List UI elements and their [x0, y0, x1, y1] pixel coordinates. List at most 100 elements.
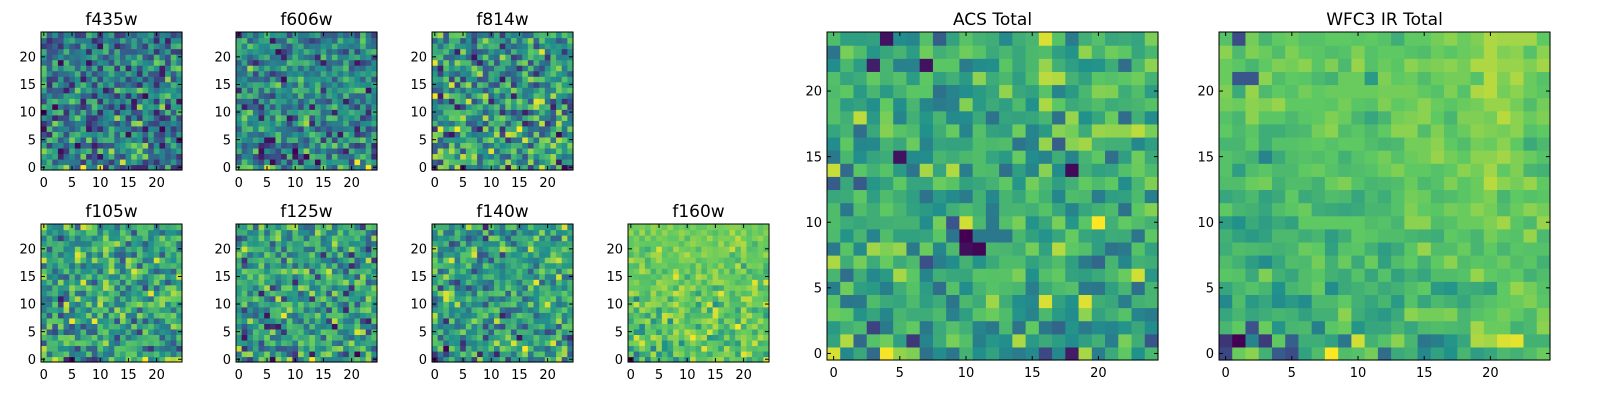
heatmap-cell — [69, 312, 76, 319]
heatmap-cell — [527, 229, 535, 236]
heatmap-cell — [550, 70, 557, 77]
heatmap-cell — [539, 224, 546, 231]
heatmap-cell — [690, 356, 697, 363]
heatmap-cell — [488, 131, 495, 138]
heatmap-cell — [556, 147, 563, 155]
heatmap-cell — [57, 109, 65, 116]
heatmap-cell — [477, 153, 484, 160]
heatmap-cell — [482, 268, 489, 275]
heatmap-cell — [136, 120, 144, 127]
heatmap-cell — [57, 356, 65, 363]
heatmap-cell — [443, 229, 450, 236]
heatmap-cell — [516, 158, 523, 166]
heatmap-cell — [999, 268, 1013, 282]
heatmap-cell — [712, 268, 719, 275]
heatmap-cell — [165, 246, 172, 253]
heatmap-cell — [690, 301, 697, 308]
heatmap-cell — [460, 136, 467, 143]
heatmap-cell — [264, 279, 271, 286]
heatmap-cell — [505, 136, 512, 143]
heatmap-cell — [516, 345, 523, 352]
heatmap-cell — [1131, 320, 1146, 335]
heatmap-cell — [314, 37, 322, 44]
heatmap-cell — [510, 92, 518, 99]
heatmap-cell — [561, 158, 568, 166]
heatmap-cell — [247, 120, 254, 127]
heatmap-cell — [1052, 202, 1066, 217]
heatmap-cells — [432, 224, 574, 363]
x-tick-label: 20 — [343, 176, 360, 191]
heatmap-cell — [91, 136, 98, 143]
heatmap-cell — [286, 81, 293, 88]
heatmap-cell — [314, 109, 322, 116]
heatmap-cell — [303, 131, 310, 138]
heatmap-cell — [159, 43, 166, 50]
y-tick-label: 5 — [223, 133, 231, 148]
heatmap-cell — [343, 54, 350, 61]
heatmap-cell — [443, 87, 450, 94]
heatmap-cell — [972, 176, 987, 191]
heatmap-cell — [292, 43, 299, 50]
heatmap-cell — [840, 333, 855, 348]
heatmap-cell — [505, 290, 512, 297]
heatmap-cell — [550, 153, 557, 160]
heatmap-cell — [533, 323, 540, 330]
heatmap-cell — [516, 131, 523, 138]
heatmap-cell — [292, 317, 299, 324]
heatmap-cell — [153, 109, 161, 116]
heatmap-cell — [309, 328, 316, 335]
heatmap-cell — [314, 153, 322, 160]
heatmap-cell — [488, 109, 495, 116]
heatmap-cell — [729, 334, 736, 341]
heatmap-cell — [119, 339, 127, 347]
heatmap-cell — [365, 257, 372, 264]
heatmap-cell — [354, 142, 361, 149]
heatmap-cell — [505, 317, 512, 324]
heatmap-cell — [499, 103, 506, 110]
heatmap-cell — [494, 328, 501, 335]
heatmap-cell — [539, 59, 546, 66]
heatmap-cell — [999, 241, 1013, 256]
heatmap-cell — [114, 131, 121, 138]
heatmap-cell — [348, 251, 356, 258]
heatmap-cell — [170, 284, 177, 291]
heatmap-cell — [131, 70, 138, 77]
heatmap-cell — [108, 262, 115, 269]
heatmap-cell — [494, 240, 501, 247]
heatmap-cell — [247, 257, 254, 264]
heatmap-cell — [757, 229, 764, 236]
heatmap-cell — [919, 268, 934, 282]
heatmap-cell — [499, 339, 506, 347]
heatmap-cell — [644, 224, 652, 231]
heatmap-cell — [286, 164, 293, 171]
heatmap-cell — [86, 312, 93, 319]
heatmap-cell — [103, 120, 110, 127]
heatmap-cell — [142, 59, 149, 66]
heatmap-cell — [723, 257, 731, 264]
heatmap-cell — [80, 224, 87, 231]
heatmap-cell — [69, 114, 76, 121]
heatmap-cell — [527, 317, 535, 324]
heatmap-cell — [153, 345, 161, 352]
heatmap-cell — [131, 54, 138, 61]
heatmap-cell — [465, 59, 473, 66]
heatmap-cell — [539, 295, 546, 302]
heatmap-cell — [241, 76, 248, 83]
heatmap-cell — [454, 251, 461, 258]
heatmap-cell — [701, 295, 708, 302]
x-tick-label: 20 — [148, 176, 165, 191]
heatmap-cell — [533, 153, 540, 160]
heatmap-cell — [527, 125, 535, 132]
heatmap-cell — [269, 81, 277, 88]
heatmap-cell — [561, 153, 568, 160]
heatmap-cell — [522, 323, 529, 330]
heatmap-cell — [142, 164, 149, 171]
heatmap-cell — [131, 350, 138, 358]
heatmap-cell — [567, 158, 574, 166]
heatmap-cell — [176, 87, 183, 94]
heatmap-cell — [343, 306, 350, 313]
heatmap-cell — [136, 224, 144, 231]
heatmap-cell — [365, 147, 372, 155]
heatmap-cell — [482, 32, 489, 39]
heatmap-cell — [763, 240, 770, 247]
